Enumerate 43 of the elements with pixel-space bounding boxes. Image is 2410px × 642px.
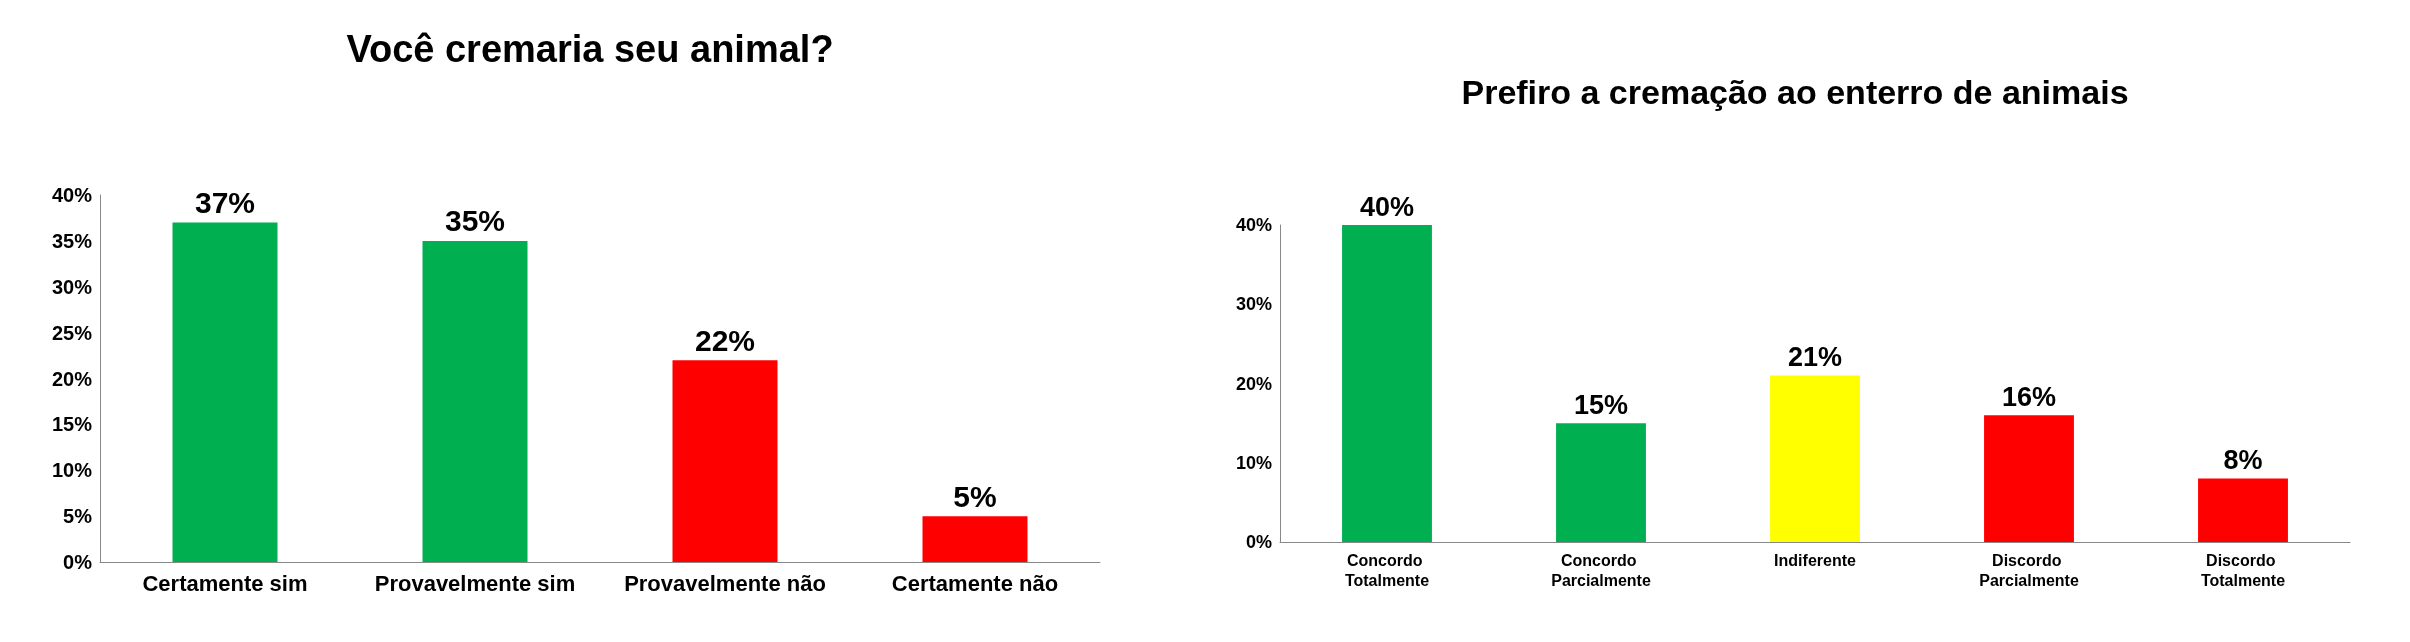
- y-tick-label: 30%: [51, 275, 93, 298]
- x-tick-label: Provavelmente não: [624, 570, 826, 596]
- y-tick-label: 10%: [51, 459, 93, 482]
- data-label: 22%: [694, 323, 756, 357]
- x-tick-label: Certamente sim: [142, 570, 308, 596]
- bar: [1770, 375, 1860, 542]
- data-label: 8%: [2223, 445, 2263, 476]
- bar: [1556, 423, 1646, 542]
- y-tick-label: 25%: [51, 321, 93, 344]
- data-label: 35%: [444, 204, 506, 238]
- y-tick-label: 20%: [51, 367, 93, 390]
- y-tick-label: 40%: [51, 184, 93, 206]
- y-tick-label: 15%: [51, 413, 93, 436]
- chart-title: Você cremaria seu animal?: [346, 28, 834, 70]
- data-label: 16%: [2001, 381, 2057, 412]
- bar: [922, 516, 1028, 562]
- data-label: 15%: [1573, 389, 1629, 420]
- bar: [1342, 225, 1432, 542]
- y-tick-label: 35%: [51, 229, 93, 252]
- x-tick-label: Concordo Totalmente: [1344, 551, 1430, 589]
- y-tick-label: 40%: [1235, 215, 1272, 235]
- data-label: 40%: [1359, 191, 1415, 222]
- bar: [672, 360, 778, 562]
- bar: [2198, 478, 2288, 542]
- x-tick-label: Discordo Totalmente: [2200, 551, 2286, 589]
- y-tick-label: 5%: [63, 505, 93, 528]
- x-tick-label: Indiferente: [1774, 551, 1856, 569]
- y-tick-label: 0%: [63, 551, 93, 573]
- data-label: 37%: [194, 186, 256, 220]
- x-tick-label: Discordo Parcialmente: [1979, 551, 2079, 589]
- data-label: 21%: [1787, 342, 1843, 373]
- chart-title: Prefiro a cremação ao enterro de animais: [1461, 73, 2129, 111]
- bar: [422, 240, 528, 562]
- bar: [1984, 415, 2074, 542]
- y-tick-label: 20%: [1235, 373, 1272, 394]
- y-tick-label: 10%: [1235, 452, 1272, 473]
- data-label: 5%: [953, 479, 997, 513]
- y-tick-label: 0%: [1245, 532, 1272, 552]
- y-tick-label: 30%: [1235, 294, 1272, 315]
- bar: [172, 222, 278, 562]
- x-tick-label: Concordo Parcialmente: [1551, 551, 1651, 589]
- x-tick-label: Certamente não: [891, 570, 1059, 596]
- x-tick-label: Provavelmente sim: [374, 570, 576, 596]
